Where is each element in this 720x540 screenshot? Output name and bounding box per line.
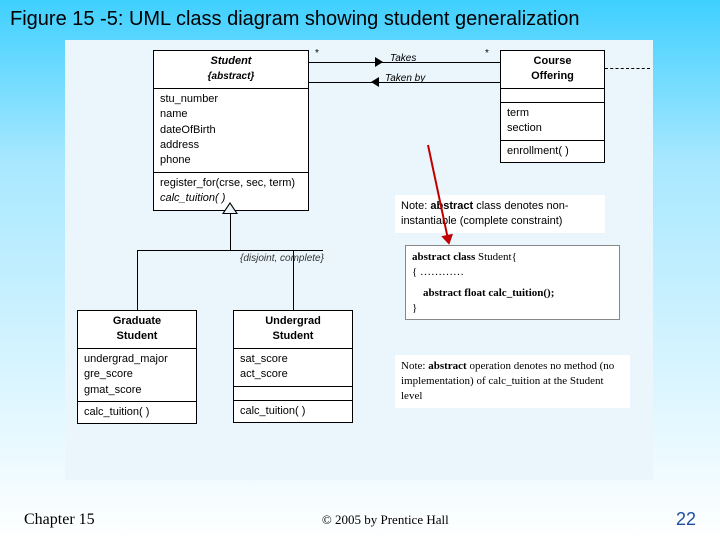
- uml-class-student: Student {abstract} stu_number name dateO…: [153, 50, 309, 211]
- attr: act_score: [240, 367, 346, 382]
- page-number: 22: [676, 509, 696, 530]
- note-text: Note:: [401, 360, 428, 372]
- gen-constraint: {disjoint, complete}: [240, 253, 324, 264]
- uml-class-graduate: Graduate Student undergrad_major gre_sco…: [77, 310, 197, 424]
- ugrad-ops: calc_tuition( ): [234, 401, 352, 422]
- attr: dateOfBirth: [160, 123, 302, 138]
- code: abstract class: [412, 251, 478, 263]
- label-takenby: Taken by: [385, 73, 425, 84]
- copyright: © 2005 by Prentice Hall: [322, 512, 449, 528]
- op: calc_tuition( ): [84, 405, 190, 420]
- attr: sat_score: [240, 352, 346, 367]
- gen-left-drop: [137, 250, 138, 310]
- ugrad-attrs: sat_score act_score: [234, 349, 352, 387]
- uml-class-course: Course Offering term section enrollment(…: [500, 50, 605, 163]
- arrow-takenby: [371, 77, 379, 87]
- op: calc_tuition( ): [240, 404, 346, 419]
- grad-attrs: undergrad_major gre_score gmat_score: [78, 349, 196, 402]
- attr: term: [507, 106, 598, 121]
- attr: stu_number: [160, 92, 302, 107]
- course-ops: enrollment( ): [501, 141, 604, 162]
- attr: undergrad_major: [84, 352, 190, 367]
- chapter-label: Chapter 15: [24, 511, 95, 529]
- attr: address: [160, 138, 302, 153]
- dashed-extension: [605, 68, 650, 69]
- code: abstract float calc_tuition();: [412, 287, 554, 299]
- attr: section: [507, 121, 598, 136]
- grad-ops: calc_tuition( ): [78, 402, 196, 423]
- gen-hbar: [137, 250, 323, 251]
- code: Student{: [478, 251, 517, 263]
- mult-left: *: [315, 48, 319, 59]
- course-name: Course Offering: [501, 51, 604, 89]
- uml-class-undergrad: Undergrad Student sat_score act_score ca…: [233, 310, 353, 423]
- note-code-abstract: abstract class Student{ { ………… abstract …: [405, 245, 620, 320]
- attr: phone: [160, 153, 302, 168]
- footer: Chapter 15 © 2005 by Prentice Hall 22: [0, 509, 720, 530]
- attr: gmat_score: [84, 383, 190, 398]
- note-abstract-class: Note: abstract class denotes non-instant…: [395, 195, 605, 233]
- note-text: Note:: [401, 200, 430, 212]
- code: }: [412, 301, 613, 316]
- mult-right: *: [485, 48, 489, 59]
- attr: name: [160, 107, 302, 122]
- student-abstract-tag: {abstract}: [208, 71, 255, 82]
- course-attrs: term section: [501, 103, 604, 141]
- figure-title: Figure 15 -5: UML class diagram showing …: [10, 8, 580, 31]
- grad-name: Graduate Student: [78, 311, 196, 349]
- ugrad-name: Undergrad Student: [234, 311, 352, 349]
- student-name: Student: [211, 55, 252, 67]
- note-bold: abstract: [428, 360, 469, 372]
- op: register_for(crse, sec, term): [160, 176, 302, 191]
- code: { …………: [412, 265, 613, 280]
- op: enrollment( ): [507, 144, 598, 159]
- gen-stem: [230, 214, 231, 250]
- generalization-arrowhead: [222, 202, 238, 214]
- attr: gre_score: [84, 367, 190, 382]
- label-takes: Takes: [390, 53, 416, 64]
- note-abstract-operation: Note: abstract operation denotes no meth…: [395, 355, 630, 408]
- uml-diagram: Student {abstract} stu_number name dateO…: [65, 40, 653, 480]
- student-attrs: stu_number name dateOfBirth address phon…: [154, 89, 308, 173]
- arrow-takes: [375, 57, 383, 67]
- note-bold: abstract: [430, 200, 476, 212]
